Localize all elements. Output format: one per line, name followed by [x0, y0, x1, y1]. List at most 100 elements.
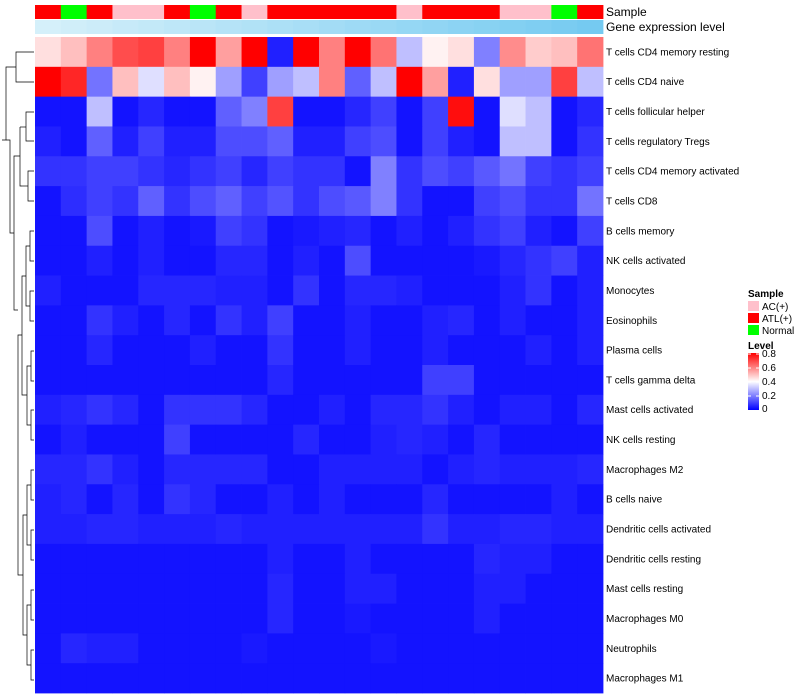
sample-annotation-cell: [551, 5, 578, 19]
heatmap-cell: [551, 275, 578, 306]
heatmap-cell: [551, 96, 578, 127]
sample-annotation-bar: [35, 5, 604, 19]
heatmap-cell: [344, 275, 372, 306]
sample-annotation-cell: [138, 5, 165, 19]
heatmap-cell: [551, 186, 578, 217]
heatmap-cell: [35, 484, 62, 515]
heatmap-cell: [189, 514, 217, 545]
heatmap-cell: [396, 663, 423, 694]
heatmap-cell: [473, 394, 501, 426]
heatmap-cell: [293, 424, 320, 455]
heatmap-cell: [215, 186, 242, 217]
heatmap-cell: [525, 454, 552, 485]
heatmap-cell: [164, 126, 191, 157]
heatmap-cell: [35, 245, 62, 276]
sample-annotation-cell: [241, 5, 268, 19]
heatmap-cell: [112, 514, 139, 545]
heatmap-cell: [344, 66, 372, 98]
heatmap-cell: [448, 275, 475, 306]
heatmap-cell: [551, 245, 578, 276]
heatmap-cell: [319, 454, 346, 485]
heatmap-cell: [370, 633, 397, 664]
heatmap-cell: [551, 215, 578, 247]
expression-annotation-cell: [319, 20, 346, 34]
heatmap-cell: [577, 484, 604, 515]
heatmap-cell: [35, 573, 62, 604]
heatmap-cell: [267, 275, 294, 306]
heatmap-cell: [267, 573, 294, 604]
expression-annotation-cell: [396, 20, 423, 34]
heatmap-cell: [138, 126, 165, 157]
row-label: T cells gamma delta: [606, 375, 696, 386]
heatmap-cell: [112, 66, 139, 98]
sample-annotation-cell: [396, 5, 423, 19]
heatmap-cell: [551, 37, 578, 68]
heatmap-cell: [525, 514, 552, 545]
heatmap-cell: [215, 454, 242, 485]
heatmap-cell: [164, 215, 191, 247]
heatmap-cell: [551, 335, 578, 366]
heatmap-cell: [164, 633, 191, 664]
row-label: Dendritic cells activated: [606, 525, 711, 536]
level-legend-title: Level: [748, 341, 774, 352]
heatmap-cell: [35, 603, 62, 634]
heatmap-cell: [112, 37, 139, 68]
sample-annotation-cell: [86, 5, 113, 19]
heatmap-cell: [215, 96, 242, 127]
heatmap-cell: [241, 66, 268, 98]
heatmap-cell: [138, 186, 165, 217]
heatmap-cell: [319, 543, 346, 575]
heatmap-cell: [370, 186, 397, 217]
heatmap-cell: [473, 514, 501, 545]
heatmap-cell: [448, 603, 475, 634]
row-label: NK cells resting: [606, 435, 675, 446]
heatmap-cell: [293, 573, 320, 604]
heatmap-cell: [370, 663, 397, 694]
heatmap-cell: [293, 37, 320, 68]
heatmap-cell: [577, 603, 604, 634]
heatmap-cell: [396, 543, 423, 575]
heatmap-cell: [164, 186, 191, 217]
heatmap-cell: [189, 66, 217, 98]
heatmap-cell: [60, 663, 88, 694]
heatmap-cell: [215, 275, 242, 306]
heatmap-cell: [577, 156, 604, 187]
heatmap-cell: [370, 305, 397, 336]
heatmap-cell: [293, 663, 320, 694]
heatmap-cell: [344, 424, 372, 455]
heatmap-cell: [319, 633, 346, 664]
heatmap-cell: [164, 663, 191, 694]
heatmap-cell: [396, 394, 423, 426]
heatmap-cell: [241, 663, 268, 694]
heatmap-cell: [267, 633, 294, 664]
heatmap-cell: [293, 633, 320, 664]
heatmap-cell: [241, 156, 268, 187]
heatmap-cell: [86, 663, 113, 694]
heatmap-cell: [473, 573, 501, 604]
heatmap-cell: [577, 365, 604, 396]
heatmap-cell: [267, 156, 294, 187]
heatmap-cell: [525, 573, 552, 604]
heatmap-cell: [60, 543, 88, 575]
heatmap-cell: [267, 603, 294, 634]
heatmap-cell: [396, 66, 423, 98]
heatmap-cell: [499, 96, 526, 127]
expression-annotation-cell: [525, 20, 552, 34]
row-label: Neutrophils: [606, 644, 657, 655]
heatmap-cell: [60, 514, 88, 545]
heatmap-cell: [370, 543, 397, 575]
heatmap-cell: [319, 484, 346, 515]
heatmap-cell: [241, 454, 268, 485]
heatmap-cell: [448, 514, 475, 545]
heatmap-cell: [267, 186, 294, 217]
heatmap-cell: [422, 37, 449, 68]
heatmap-cell: [215, 365, 242, 396]
heatmap-cell: [35, 126, 62, 157]
heatmap-cell: [319, 96, 346, 127]
heatmap-cell: [86, 37, 113, 68]
expression-annotation-cell: [422, 20, 449, 34]
heatmap-cell: [319, 275, 346, 306]
heatmap-cell: [473, 365, 501, 396]
heatmap-cell: [370, 66, 397, 98]
sample-annotation-cell: [267, 5, 294, 19]
